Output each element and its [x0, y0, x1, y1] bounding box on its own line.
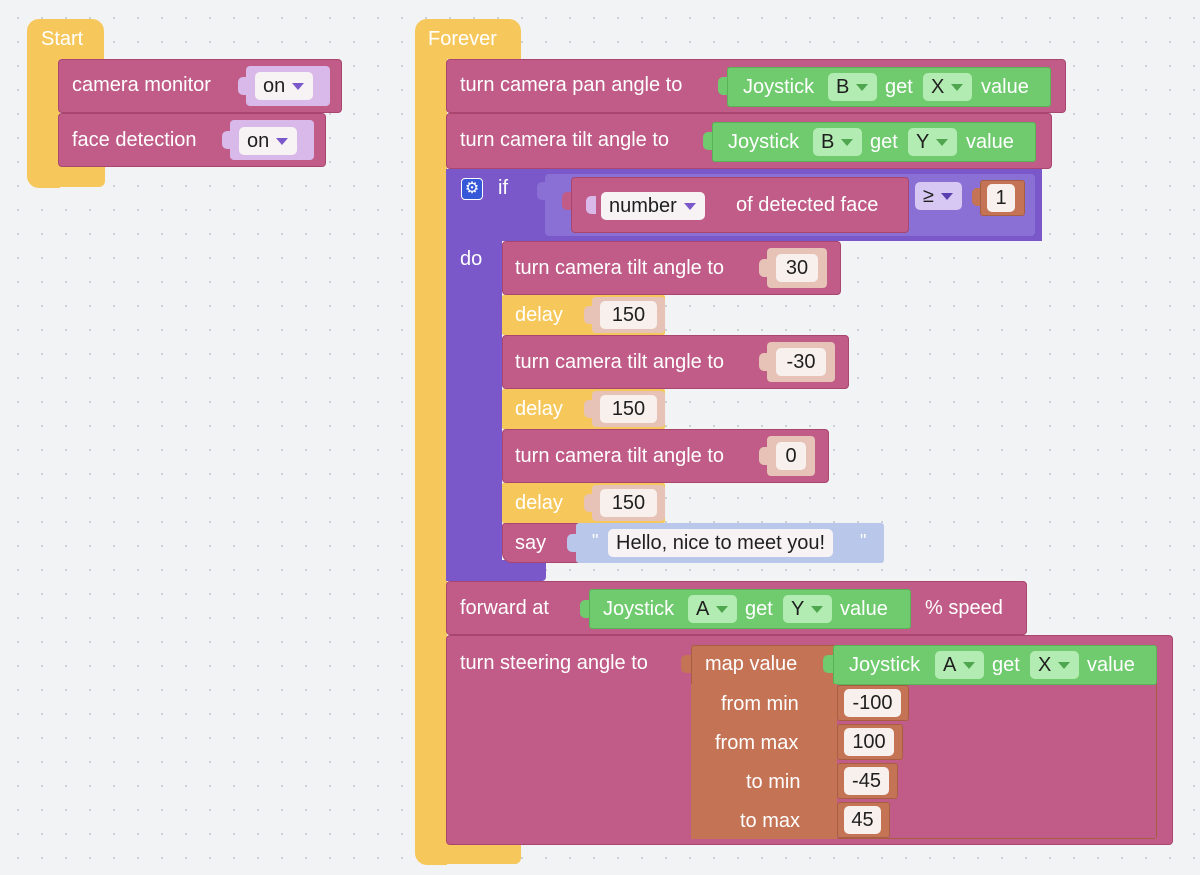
start-hat[interactable]	[27, 19, 104, 59]
input-notch	[537, 182, 547, 200]
to-max-label: to max	[740, 810, 801, 832]
forward-value-label: value	[840, 598, 888, 620]
step-delay-input[interactable]: 150	[600, 395, 657, 423]
input-notch	[759, 353, 769, 371]
tilt-get-label: get	[870, 131, 898, 153]
input-notch	[584, 400, 594, 418]
steering-label: turn steering angle to	[460, 652, 648, 674]
steering-axis-dropdown[interactable]: X	[1030, 651, 1080, 679]
tilt-joystick-reporter[interactable]	[712, 122, 1036, 162]
input-notch	[567, 534, 577, 552]
forward-speed-suffix: % speed	[925, 597, 1003, 619]
map-arg-column	[691, 684, 837, 839]
forward-label: forward at	[460, 597, 549, 619]
to-max-input[interactable]: 45	[844, 806, 881, 834]
forever-body	[415, 55, 447, 865]
open-quote: "	[592, 531, 599, 551]
input-notch	[681, 655, 691, 673]
pan-joystick-reporter[interactable]	[727, 67, 1051, 107]
start-footer	[27, 165, 105, 187]
input-notch	[972, 188, 982, 206]
input-notch	[584, 494, 594, 512]
input-notch	[584, 306, 594, 324]
tilt-angle-label: turn camera tilt angle to	[460, 129, 669, 151]
steering-get-label: get	[992, 654, 1020, 676]
steering-value-label: value	[1087, 654, 1135, 676]
step-delay-input[interactable]: 150	[600, 489, 657, 517]
step-delay-input[interactable]: 150	[600, 301, 657, 329]
rhs-number-input[interactable]: 1	[987, 184, 1015, 212]
step-delay-label: delay	[515, 398, 563, 420]
input-notch	[703, 132, 713, 150]
from-max-input[interactable]: 100	[844, 728, 894, 756]
step-delay-label: delay	[515, 304, 563, 326]
tilt-joystick-label: Joystick	[728, 131, 800, 153]
face-mode-dropdown[interactable]: number	[601, 192, 705, 220]
tilt-axis-dropdown[interactable]: Y	[908, 128, 958, 156]
pan-get-label: get	[885, 76, 913, 98]
if-c-arm	[446, 236, 502, 581]
input-notch	[580, 600, 590, 618]
camera-monitor-label: camera monitor	[72, 74, 211, 96]
step-say-label: say	[515, 532, 547, 554]
to-min-label: to min	[746, 771, 801, 793]
map-value-label: map value	[705, 653, 798, 675]
step-tilt-label: turn camera tilt angle to	[515, 445, 724, 467]
steering-joystick-dropdown[interactable]: A	[935, 651, 985, 679]
step-tilt-label: turn camera tilt angle to	[515, 351, 724, 373]
do-label: do	[460, 248, 483, 270]
input-notch	[238, 77, 248, 95]
step-tilt-minus30-input[interactable]: -30	[776, 348, 826, 376]
input-notch	[718, 77, 728, 95]
face-detection-dropdown[interactable]: on	[239, 127, 298, 155]
step-tilt-0-input[interactable]: 0	[776, 442, 806, 470]
to-min-input[interactable]: -45	[844, 767, 889, 795]
input-notch	[759, 259, 769, 277]
forever-footer	[415, 842, 521, 864]
from-min-input[interactable]: -100	[844, 689, 901, 717]
if-footer	[446, 560, 546, 581]
forward-axis-dropdown[interactable]: Y	[783, 595, 833, 623]
input-notch	[222, 131, 232, 149]
input-notch	[562, 192, 572, 210]
input-notch	[823, 655, 833, 673]
pan-joystick-label: Joystick	[743, 76, 815, 98]
gear-icon[interactable]: ⚙	[461, 178, 483, 200]
pan-angle-label: turn camera pan angle to	[460, 74, 683, 96]
close-quote: "	[860, 531, 867, 551]
pan-value-label: value	[981, 76, 1029, 98]
start-hat-label: Start	[41, 28, 84, 50]
forward-joystick-reporter[interactable]	[589, 589, 911, 629]
pan-axis-dropdown[interactable]: X	[923, 73, 973, 101]
step-tilt-label: turn camera tilt angle to	[515, 257, 724, 279]
tilt-joystick-dropdown[interactable]: B	[813, 128, 863, 156]
face-detection-label: face detection	[72, 129, 197, 151]
camera-monitor-dropdown[interactable]: on	[255, 72, 314, 100]
forever-hat[interactable]	[415, 19, 521, 59]
forward-joystick-label: Joystick	[603, 598, 675, 620]
if-label: if	[498, 177, 508, 199]
operator-dropdown[interactable]: ≥	[915, 182, 962, 210]
input-notch	[586, 196, 596, 214]
from-min-label: from min	[721, 693, 799, 715]
pan-joystick-dropdown[interactable]: B	[828, 73, 878, 101]
detected-face-label: of detected face	[736, 194, 879, 216]
steering-joystick-reporter[interactable]	[833, 645, 1157, 685]
step-delay-label: delay	[515, 492, 563, 514]
forward-joystick-dropdown[interactable]: A	[688, 595, 738, 623]
tilt-value-label: value	[966, 131, 1014, 153]
forever-hat-label: Forever	[428, 28, 497, 50]
say-text-input[interactable]: Hello, nice to meet you!	[608, 529, 833, 557]
input-notch	[759, 447, 769, 465]
steering-joystick-label: Joystick	[849, 654, 921, 676]
step-tilt-30-input[interactable]: 30	[776, 254, 818, 282]
forward-get-label: get	[745, 598, 773, 620]
from-max-label: from max	[715, 732, 799, 754]
